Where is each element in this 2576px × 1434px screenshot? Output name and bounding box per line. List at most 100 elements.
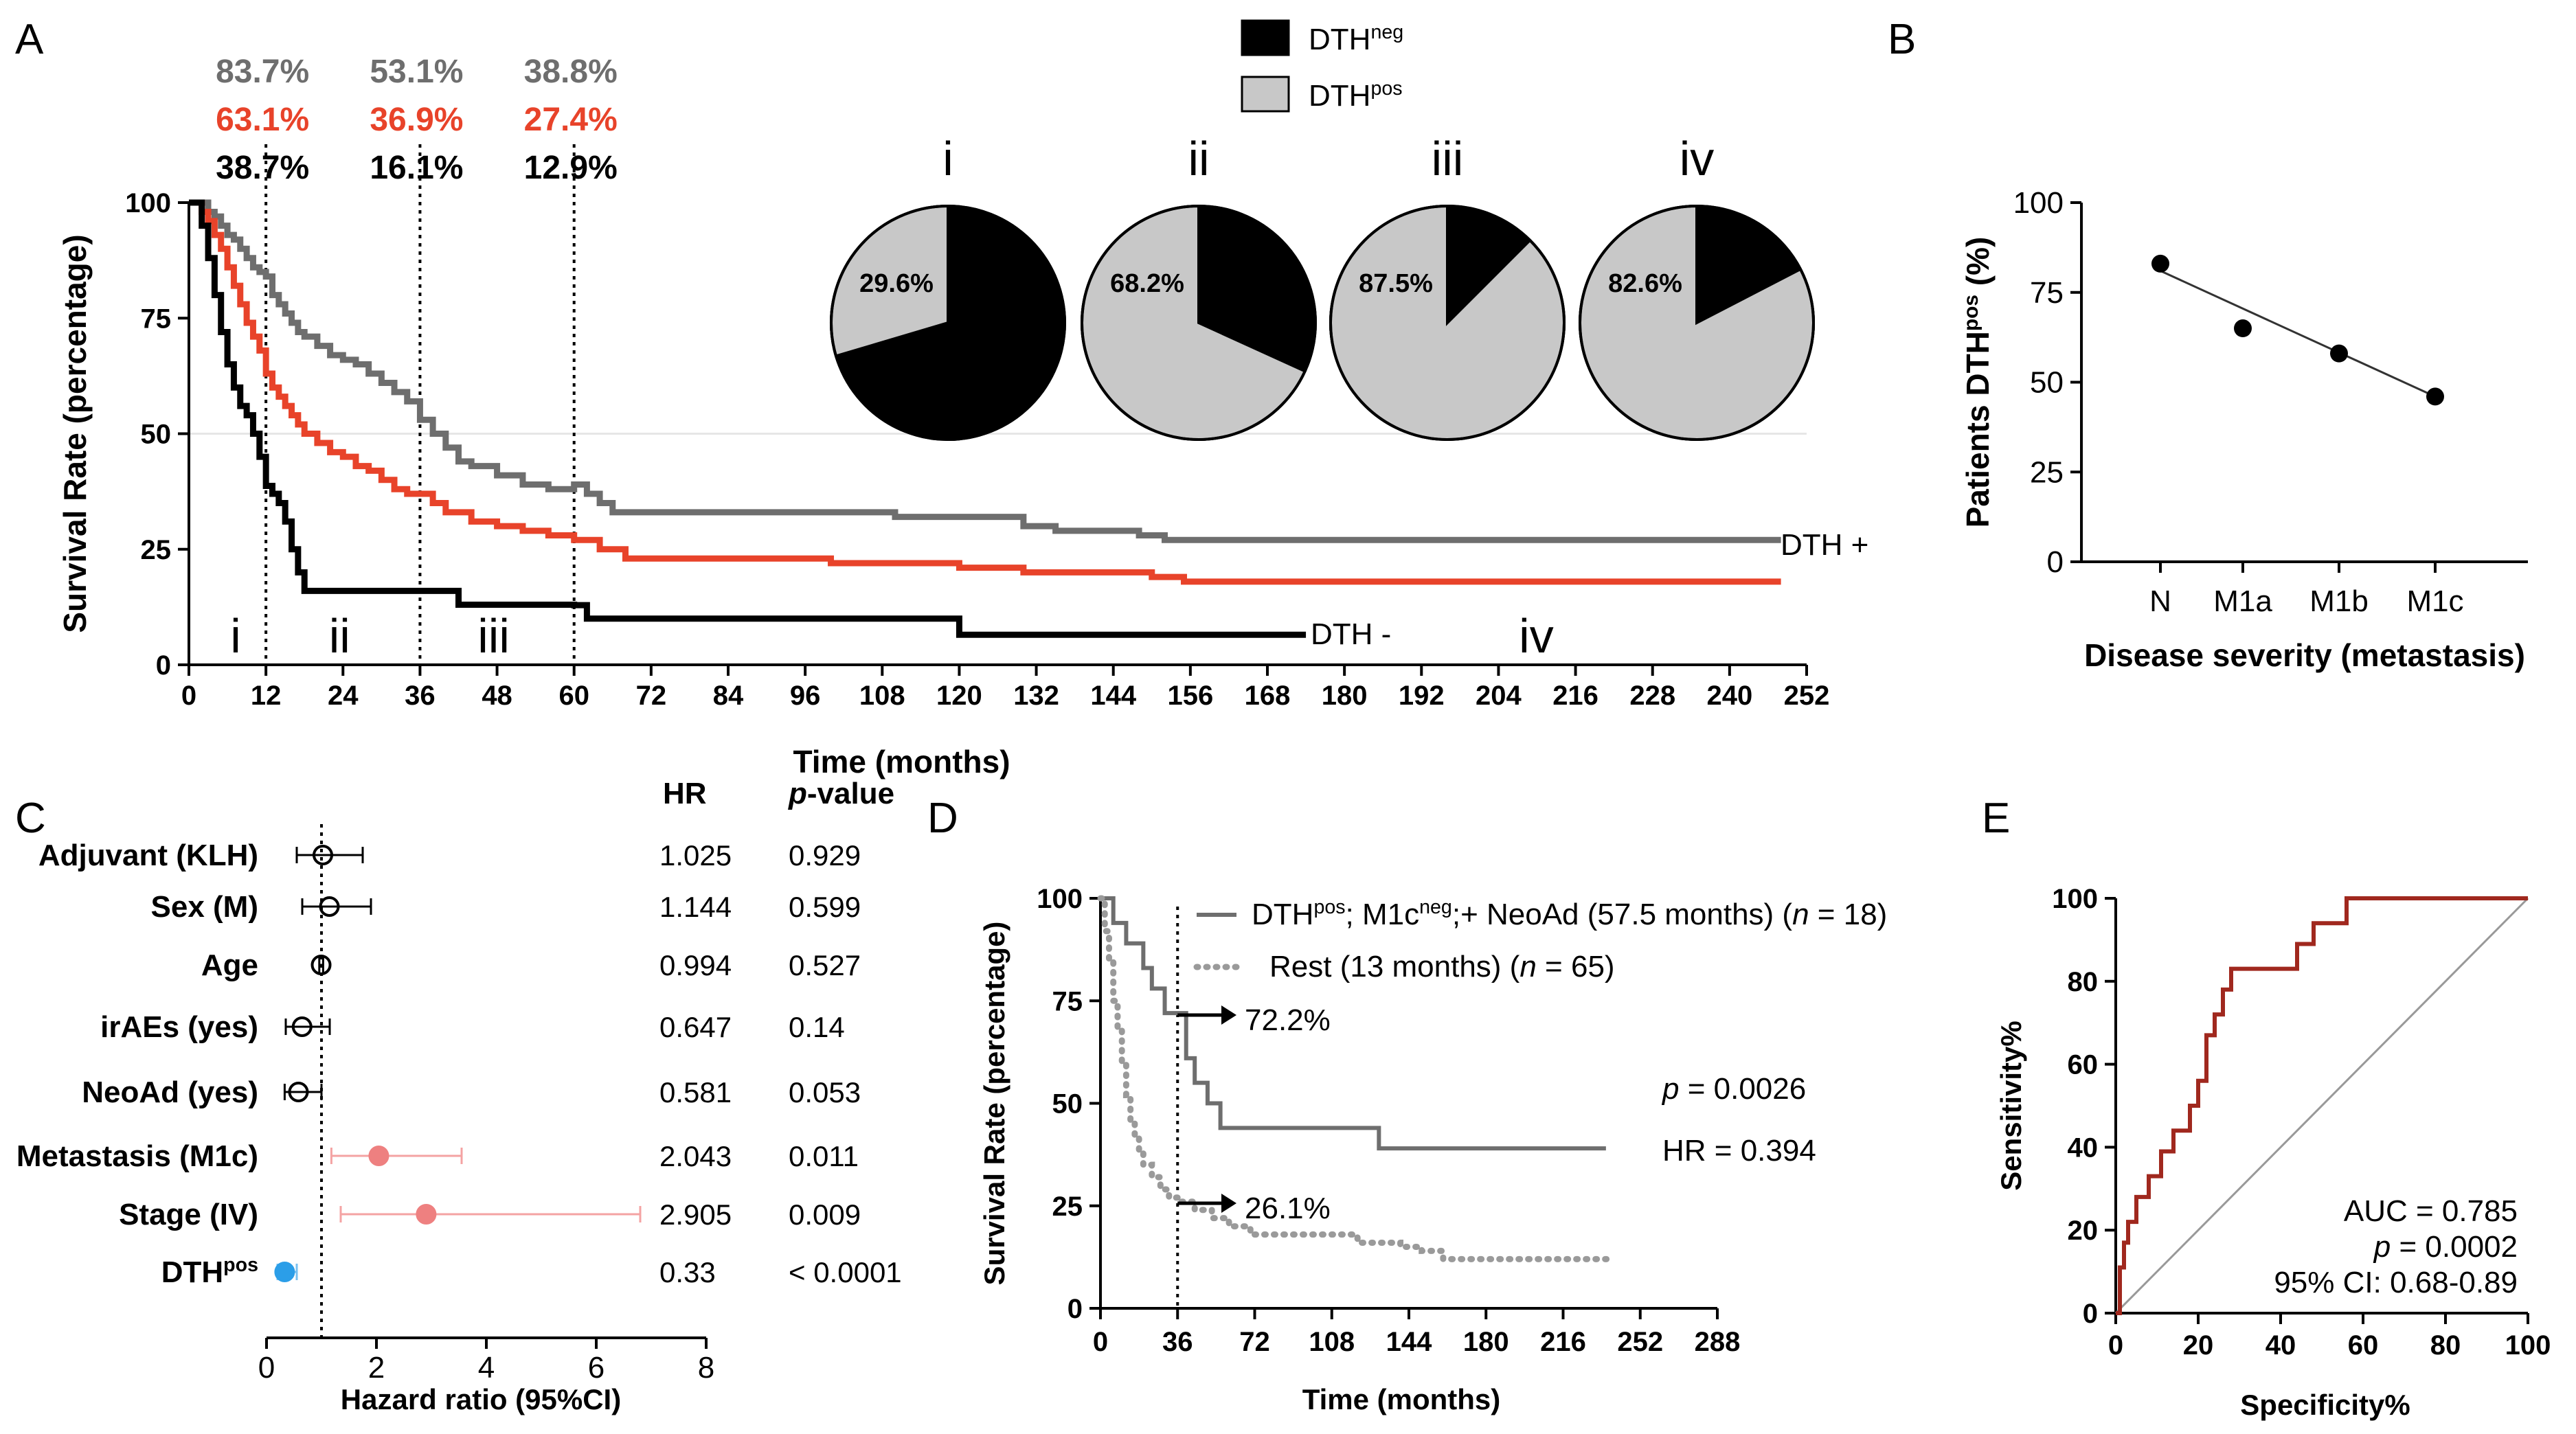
legend-label-rest: Rest (13 months) (n = 65) — [1269, 950, 1615, 983]
timepoint-pct-black: 12.9% — [524, 150, 618, 186]
timepoint-pct-black: 16.1% — [370, 150, 463, 186]
panel-label-c: C — [15, 795, 46, 842]
x-tick-label: 40 — [2266, 1330, 2296, 1361]
hr-point — [288, 1082, 309, 1102]
y-tick-label: 0 — [2047, 545, 2064, 579]
header-hr: HR — [663, 777, 707, 810]
pie-outline — [1579, 205, 1815, 441]
p-value: 0.053 — [789, 1076, 861, 1108]
hr-point — [319, 896, 340, 917]
row-label: Adjuvant (KLH) — [38, 839, 258, 872]
p-value: 0.009 — [789, 1198, 861, 1231]
x-tick-label: 24 — [328, 681, 359, 711]
x-tick-label: 60 — [2348, 1330, 2379, 1361]
km-curve-0 — [189, 199, 1781, 543]
panel-label-a: A — [15, 16, 44, 63]
p-value: < 0.0001 — [789, 1256, 902, 1288]
x-tick-label: 6 — [588, 1351, 605, 1385]
p-value: 0.929 — [789, 839, 861, 872]
annotation-ci: 95% CI: 0.68-0.89 — [2274, 1266, 2518, 1299]
period-label: ii — [329, 609, 350, 663]
pie-pct-label: 68.2% — [1110, 269, 1184, 298]
y-tick-label: 25 — [2030, 455, 2064, 489]
x-tick-label: 204 — [1476, 681, 1522, 711]
x-tick-label: 80 — [2430, 1330, 2461, 1361]
pie-title: i — [942, 132, 953, 185]
x-tick-label: 288 — [1695, 1327, 1741, 1357]
y-tick-label: 100 — [125, 188, 171, 218]
y-tick-label: 50 — [2030, 366, 2064, 400]
y-axis-title: Survival Rate (percentage) — [57, 234, 93, 633]
annotation-auc: AUC = 0.785 — [2344, 1194, 2518, 1228]
hr-value: 1.144 — [659, 891, 732, 923]
hr-value: 1.025 — [659, 839, 732, 872]
y-tick-label: 75 — [2030, 276, 2064, 310]
x-tick-label: 8 — [698, 1351, 714, 1385]
annotation-26-pct: 26.1% — [1245, 1192, 1331, 1225]
x-tick-label: 216 — [1540, 1327, 1586, 1357]
hr-point — [416, 1204, 437, 1225]
panel-e-roc: 0 20 40 60 80 100 0 20 40 60 80 100 Specificity% Sens… — [1995, 884, 2551, 1421]
x-tick-label: 4 — [478, 1351, 495, 1385]
y-tick-label: 25 — [141, 535, 172, 565]
y-axis-title: Sensitivity% — [1995, 1021, 2027, 1190]
y-tick-label: 40 — [2068, 1133, 2099, 1163]
annotation-p-value: p = 0.0002 — [2373, 1230, 2518, 1264]
hr-point — [368, 1146, 389, 1166]
row-label: Metastasis (M1c) — [16, 1139, 258, 1173]
period-label: i — [230, 609, 241, 663]
pie-outline — [830, 205, 1066, 441]
x-tick-label: 100 — [2505, 1330, 2551, 1361]
y-tick-label: 0 — [1067, 1294, 1083, 1324]
x-tick-label: 180 — [1463, 1327, 1509, 1357]
x-tick-label: 144 — [1090, 681, 1136, 711]
hr-point — [313, 845, 333, 865]
y-axis-title: Patients DTHpos (%) — [1960, 237, 1996, 528]
x-axis-title: Specificity% — [2240, 1389, 2410, 1421]
pie-title: ii — [1188, 132, 1209, 185]
timepoint-pct-red: 63.1% — [216, 102, 309, 138]
timepoint-pct-red: 27.4% — [524, 102, 618, 138]
hr-point — [274, 1262, 295, 1282]
y-tick-label: 25 — [1052, 1192, 1083, 1222]
y-tick-label: 60 — [2068, 1050, 2099, 1080]
y-tick-label: 100 — [2013, 186, 2064, 220]
pie-outline — [1081, 205, 1317, 441]
p-value: 0.14 — [789, 1011, 845, 1043]
y-tick-label: 100 — [1037, 884, 1083, 914]
panel-c-forest-plot: 0 2 4 6 8 Hazard ratio (95%CI) HR p-value Adjuva… — [16, 777, 902, 1415]
x-tick-label: 120 — [936, 681, 982, 711]
pie-pct-label: 87.5% — [1359, 269, 1433, 298]
data-point — [2330, 344, 2348, 363]
timepoint-pct-grey: 38.8% — [524, 54, 618, 90]
data-point — [2151, 254, 2169, 273]
timepoint-pct-grey: 53.1% — [370, 54, 463, 90]
x-tick-label: M1a — [2213, 584, 2272, 618]
x-tick-label: 0 — [2108, 1330, 2123, 1361]
panel-a-kaplan-meier: 0 12 24 36 48 60 72 84 96 108 120 132 144 156 168 180 19… — [57, 19, 1868, 779]
x-tick-label: M1b — [2309, 584, 2369, 618]
y-tick-label: 50 — [141, 420, 172, 450]
y-tick-label: 75 — [1052, 986, 1083, 1016]
legend-label: DTHneg — [1309, 21, 1403, 56]
annotation-p-value: p = 0.0026 — [1661, 1072, 1806, 1106]
legend-swatch — [1241, 19, 1290, 56]
arrow-26-head — [1221, 1194, 1236, 1213]
pie-pct-label: 82.6% — [1608, 269, 1682, 298]
data-point — [2426, 387, 2444, 406]
x-tick-label: 0 — [1093, 1327, 1108, 1357]
hr-value: 0.994 — [659, 949, 732, 981]
x-tick-label: 72 — [1239, 1327, 1270, 1357]
x-axis-title: Disease severity (metastasis) — [2084, 637, 2525, 673]
x-tick-label: 2 — [368, 1351, 385, 1385]
pie-outline — [1329, 205, 1566, 441]
roc-curve — [2116, 896, 2528, 1315]
timepoint-pct-red: 36.9% — [370, 102, 463, 138]
x-tick-label: 168 — [1245, 681, 1291, 711]
x-tick-label: 216 — [1552, 681, 1598, 711]
x-tick-label: 192 — [1399, 681, 1445, 711]
row-label: NeoAd (yes) — [82, 1076, 258, 1109]
fit-line — [2160, 270, 2436, 398]
hr-value: 0.33 — [659, 1256, 716, 1288]
x-tick-label: 36 — [1162, 1327, 1193, 1357]
